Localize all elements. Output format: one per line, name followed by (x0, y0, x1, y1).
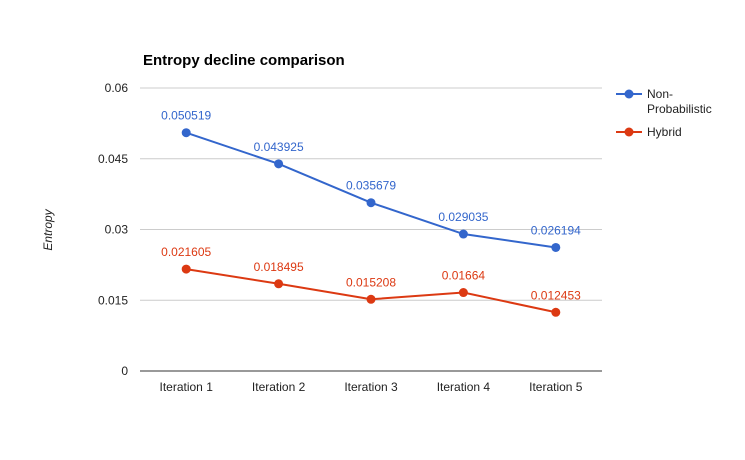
x-tick-label: Iteration 5 (529, 380, 583, 394)
gridlines (140, 87, 602, 372)
series-1: 0.050519 0.043925 0.035679 0.029035 0.026194 (161, 109, 581, 252)
y-tick-label: 0.03 (105, 223, 129, 237)
data-point (274, 159, 284, 169)
data-point (181, 128, 191, 138)
data-point (366, 294, 376, 304)
data-label: 0.01664 (442, 269, 486, 283)
y-tick-label: 0.045 (98, 152, 128, 166)
x-axis-ticks: Iteration 1 Iteration 2 Iteration 3 Iterati… (160, 380, 583, 394)
legend: Non-Probabilistic Hybrid (616, 87, 712, 139)
legend-item-1: Non-Probabilistic (616, 87, 712, 116)
legend-swatch-marker (624, 89, 634, 99)
legend-label: Hybrid (647, 125, 682, 139)
data-point (181, 264, 191, 274)
legend-label: Probabilistic (647, 102, 712, 116)
data-point (551, 307, 561, 317)
data-point (551, 242, 561, 252)
data-point (458, 288, 468, 298)
data-label: 0.026194 (531, 223, 581, 237)
y-axis-title: Entropy (41, 208, 55, 250)
legend-item-2: Hybrid (616, 125, 682, 139)
legend-swatch-marker (624, 127, 634, 137)
data-label: 0.018495 (254, 260, 304, 274)
data-label: 0.050519 (161, 109, 211, 123)
data-point (274, 279, 284, 289)
x-tick-label: Iteration 3 (344, 380, 398, 394)
y-tick-label: 0.015 (98, 293, 128, 307)
data-point (458, 229, 468, 239)
y-tick-label: 0.06 (105, 81, 129, 95)
data-label: 0.015208 (346, 275, 396, 289)
data-point (366, 198, 376, 208)
series-group: 0.050519 0.043925 0.035679 0.029035 0.026194… (161, 109, 581, 317)
data-label: 0.029035 (438, 210, 488, 224)
y-axis-ticks: 0 0.015 0.03 0.045 0.06 (98, 81, 128, 378)
x-tick-label: Iteration 1 (160, 380, 214, 394)
x-tick-label: Iteration 2 (252, 380, 306, 394)
data-label: 0.043925 (254, 140, 304, 154)
chart-title: Entropy decline comparison (143, 52, 345, 69)
data-label: 0.035679 (346, 179, 396, 193)
data-label: 0.021605 (161, 245, 211, 259)
x-tick-label: Iteration 4 (437, 380, 491, 394)
series-2: 0.021605 0.018495 0.015208 0.01664 0.012453 (161, 245, 581, 317)
data-label: 0.012453 (531, 288, 581, 302)
y-tick-label: 0 (121, 364, 128, 378)
legend-label: Non- (647, 87, 673, 101)
